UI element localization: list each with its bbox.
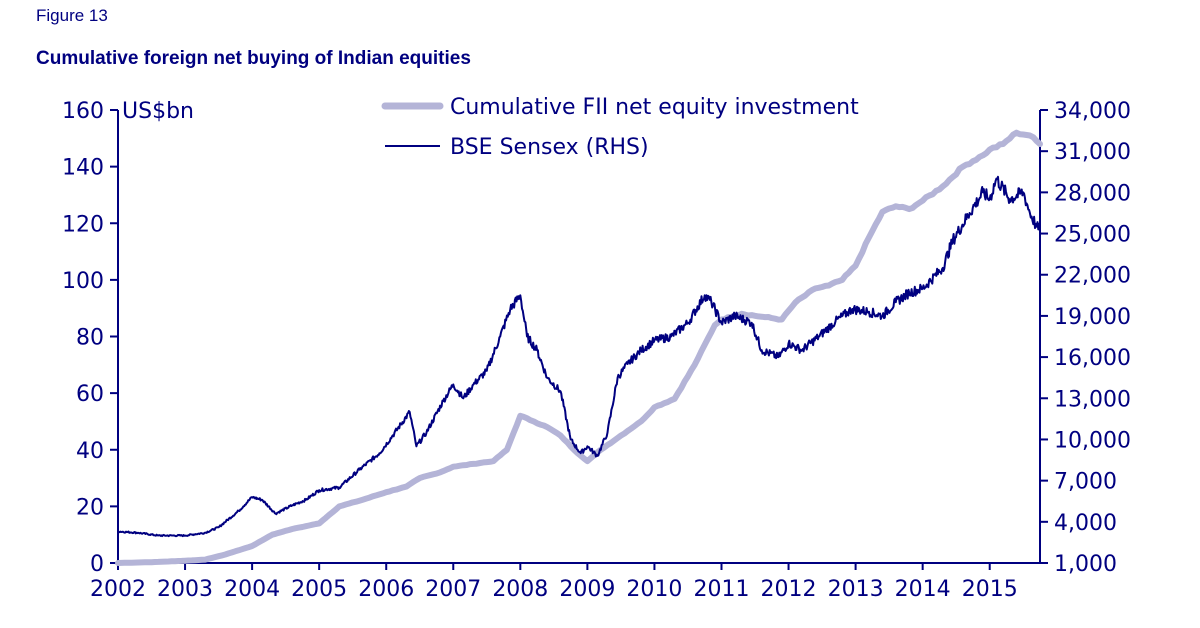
right-tick-label: 4,000: [1054, 511, 1117, 536]
legend-label-fii: Cumulative FII net equity investment: [450, 95, 859, 120]
left-tick-label: 20: [76, 495, 104, 520]
left-tick-label: 0: [90, 552, 104, 577]
chart-title: Cumulative foreign net buying of Indian …: [36, 48, 471, 69]
right-tick-label: 31,000: [1054, 140, 1131, 165]
x-tick-label: 2008: [492, 577, 548, 602]
x-tick-label: 2015: [962, 577, 1018, 602]
right-tick-label: 25,000: [1054, 223, 1131, 248]
x-tick-label: 2009: [559, 577, 615, 602]
legend: Cumulative FII net equity investment BSE …: [381, 95, 859, 160]
left-tick-label: 100: [62, 269, 104, 294]
left-tick-label: 80: [76, 326, 104, 351]
figure-label: Figure 13: [36, 6, 108, 25]
x-tick-label: 2011: [693, 577, 749, 602]
right-tick-label: 34,000: [1054, 99, 1131, 124]
right-tick-label: 7,000: [1054, 470, 1117, 495]
x-tick-label: 2005: [291, 577, 347, 602]
series-layer: [115, 129, 1043, 566]
left-tick-label: 60: [76, 382, 104, 407]
sensex-series-line: [117, 175, 1041, 538]
x-tick-label: 2010: [626, 577, 682, 602]
left-tick-label: 40: [76, 439, 104, 464]
right-tick-label: 19,000: [1054, 305, 1131, 330]
left-tick-label: 160: [62, 99, 104, 124]
right-tick-label: 1,000: [1054, 552, 1117, 577]
right-tick-label: 22,000: [1054, 264, 1131, 289]
x-tick-label: 2006: [358, 577, 414, 602]
right-tick-label: 16,000: [1054, 346, 1131, 371]
x-tick-label: 2007: [425, 577, 481, 602]
left-tick-label: 140: [62, 156, 104, 181]
right-tick-label: 28,000: [1054, 181, 1131, 206]
x-tick-label: 2002: [90, 577, 146, 602]
x-tick-label: 2003: [157, 577, 213, 602]
right-tick-label: 10,000: [1054, 428, 1131, 453]
legend-label-sensex: BSE Sensex (RHS): [450, 135, 649, 160]
x-tick-label: 2012: [761, 577, 817, 602]
fii-series-line: [115, 129, 1043, 566]
left-axis-label: US$bn: [122, 99, 194, 124]
x-tick-label: 2004: [224, 577, 280, 602]
x-tick-label: 2014: [895, 577, 951, 602]
x-tick-label: 2013: [828, 577, 884, 602]
right-tick-label: 13,000: [1054, 387, 1131, 412]
left-tick-label: 120: [62, 212, 104, 237]
axes: 0 20 40 60 80 100 120 140 160 US$bn 1,000 4,000 7,00…: [62, 99, 1131, 602]
